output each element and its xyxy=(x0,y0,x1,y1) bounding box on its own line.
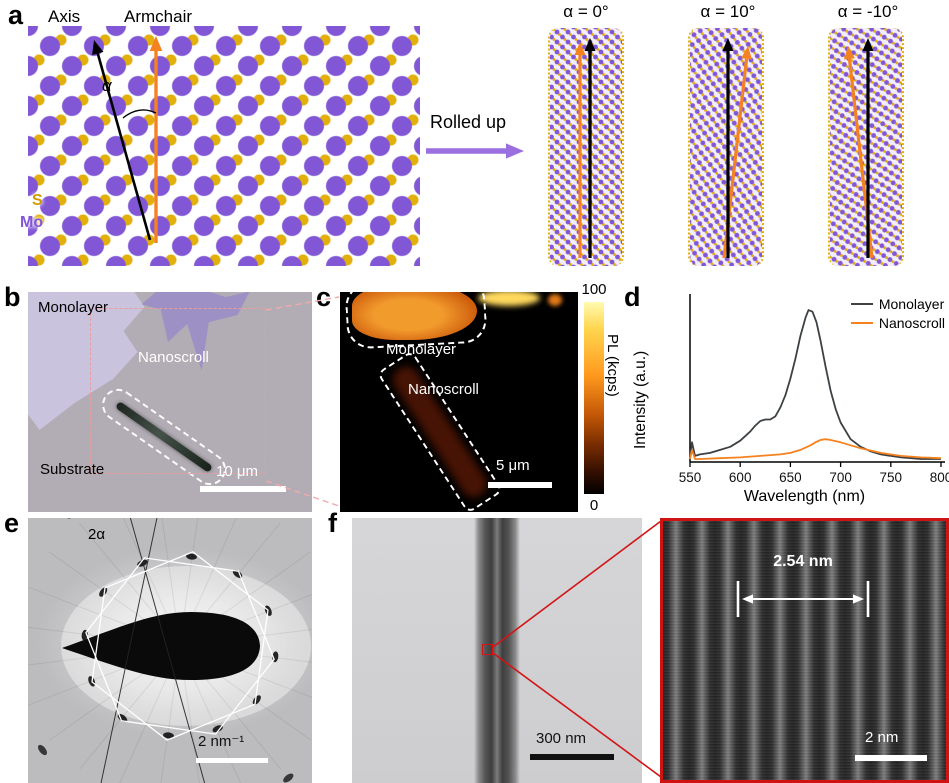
scale-bar-label: 2 nm xyxy=(865,729,899,746)
colorbar-label: PL (kcps) xyxy=(604,334,621,397)
colorbar-max: 100 xyxy=(581,281,607,298)
panel-c-label: c xyxy=(316,282,332,312)
molybdenum-legend-label: Mo xyxy=(20,214,44,231)
scale-bar xyxy=(488,482,552,488)
pl-spot xyxy=(548,294,562,306)
nanoscroll-outline xyxy=(376,350,504,512)
panel-f-label: f xyxy=(328,508,337,538)
legend-item-monolayer: Monolayer xyxy=(850,296,945,312)
spectrum-plot: 550 600 650 700 750 800 xyxy=(679,294,949,485)
svg-text:750: 750 xyxy=(880,470,903,485)
electron-diffraction-image: 2α 2 nm⁻¹ xyxy=(28,518,312,783)
spacing-annotation xyxy=(736,581,870,617)
chiral-axis-arrows xyxy=(844,38,874,259)
colorbar-min: 0 xyxy=(589,497,599,514)
pl-spectrum-chart: Intensity (a.u.) 550 600 650 700 750 800 Wave… xyxy=(630,290,949,512)
sulfur-legend-label: S xyxy=(32,192,43,209)
svg-text:800: 800 xyxy=(930,470,949,485)
chiral-axis-arrows xyxy=(722,38,752,259)
rolled-up-label: Rolled up xyxy=(430,112,507,132)
scroll-angle-label-2: α = -10° xyxy=(837,2,899,21)
scale-bar-label: 5 μm xyxy=(496,457,530,474)
monolayer-pl-signal xyxy=(352,292,477,340)
svg-text:550: 550 xyxy=(679,470,702,485)
hrtem-zoom-image: 2.54 nm 2 nm xyxy=(660,518,949,783)
zoom-region-marker xyxy=(90,308,266,474)
pl-map: Monolayer Nanoscroll 5 μm xyxy=(340,292,578,512)
nanoscroll-label: Nanoscroll xyxy=(138,349,209,366)
monolayer-label: Monolayer xyxy=(386,341,457,358)
panel-e-label: e xyxy=(4,508,20,538)
legend-monolayer-label: Monolayer xyxy=(878,296,945,312)
y-axis-label: Intensity (a.u.) xyxy=(632,350,649,450)
legend-item-nanoscroll: Nanoscroll xyxy=(850,315,945,331)
scale-bar-label: 2 nm⁻¹ xyxy=(198,733,245,750)
nanoscroll-model-minus10deg xyxy=(828,28,904,266)
lattice-texture xyxy=(550,28,622,266)
nanoscroll-label: Nanoscroll xyxy=(408,381,479,398)
x-axis-label: Wavelength (nm) xyxy=(743,488,866,505)
svg-text:600: 600 xyxy=(729,470,752,485)
nanoscroll-model-10deg xyxy=(688,28,764,266)
bright-pl-spot xyxy=(478,292,540,306)
axis-arrow-label: Axis xyxy=(48,7,81,26)
svg-text:650: 650 xyxy=(779,470,802,485)
svg-text:700: 700 xyxy=(829,470,852,485)
nanoscroll-band xyxy=(474,518,520,783)
panel-d-label: d xyxy=(624,282,641,312)
scale-bar xyxy=(200,486,286,492)
armchair-arrow-label: Armchair xyxy=(124,7,193,26)
layer-spacing-label: 2.54 nm xyxy=(773,553,833,570)
mos2-lattice-schematic: α xyxy=(28,26,420,266)
chiral-axis-arrows xyxy=(574,38,596,258)
nanoscroll-curve-swatch xyxy=(850,321,873,325)
scale-bar-label: 10 μm xyxy=(216,463,258,480)
scroll-angle-label-0: α = 0° xyxy=(563,2,609,21)
scale-bar xyxy=(530,754,614,760)
panel-b-label: b xyxy=(4,282,21,312)
optical-image: Monolayer Nanoscroll Substrate 10 μm xyxy=(28,292,312,512)
monolayer-curve-swatch xyxy=(850,302,873,306)
scale-bar xyxy=(196,758,268,763)
alpha-angle-label: α xyxy=(102,76,112,95)
two-alpha-label: 2α xyxy=(88,526,106,543)
legend-nanoscroll-label: Nanoscroll xyxy=(878,315,945,331)
scale-bar xyxy=(855,755,927,761)
scroll-angle-label-1: α = 10° xyxy=(700,2,756,21)
substrate-label: Substrate xyxy=(40,461,105,478)
lattice-arrows xyxy=(92,36,163,243)
tem-image: 300 nm xyxy=(352,518,642,783)
panel-a-label: a xyxy=(8,0,24,30)
pl-colorbar xyxy=(584,302,604,494)
nanoscroll-model-0deg xyxy=(548,28,624,266)
chart-legend: Monolayer Nanoscroll xyxy=(850,296,945,334)
zoom-region-marker xyxy=(482,644,493,655)
diffraction-pattern xyxy=(28,518,312,783)
scale-bar-label: 300 nm xyxy=(536,730,587,747)
monolayer-label: Monolayer xyxy=(38,299,109,316)
